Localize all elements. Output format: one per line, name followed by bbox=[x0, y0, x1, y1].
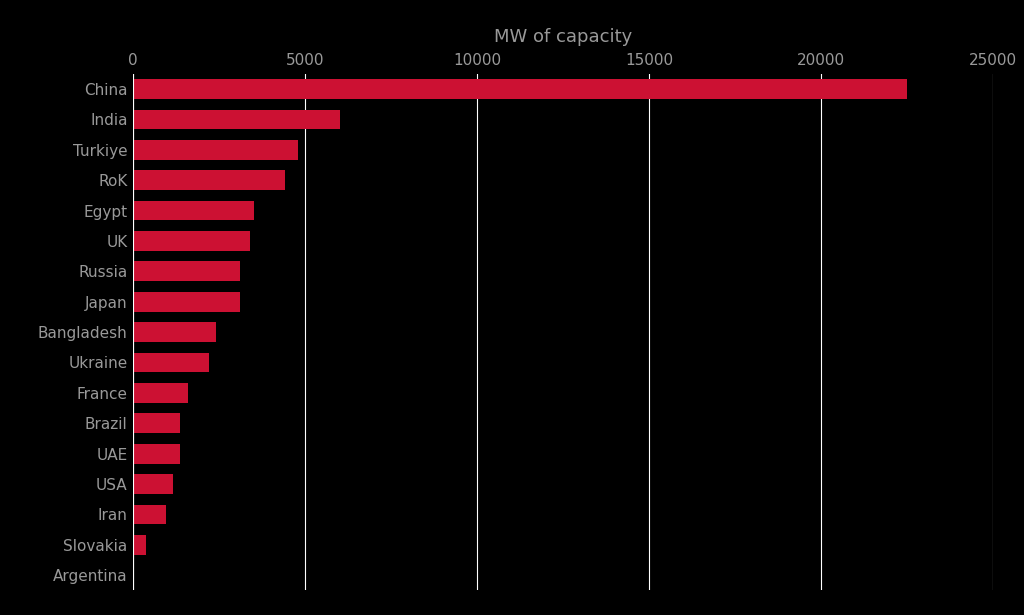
Bar bbox=[133, 322, 216, 342]
Bar bbox=[133, 170, 285, 190]
Bar bbox=[133, 292, 240, 312]
Bar bbox=[133, 352, 209, 372]
Bar bbox=[133, 535, 146, 555]
Bar bbox=[133, 79, 907, 99]
Bar bbox=[133, 231, 250, 251]
Bar bbox=[133, 200, 254, 220]
Bar bbox=[133, 444, 179, 464]
Bar bbox=[133, 140, 298, 160]
Bar bbox=[133, 383, 188, 403]
Bar bbox=[133, 109, 340, 129]
X-axis label: MW of capacity: MW of capacity bbox=[494, 28, 633, 46]
Bar bbox=[133, 474, 173, 494]
Bar bbox=[133, 413, 179, 433]
Bar bbox=[133, 504, 166, 525]
Bar bbox=[133, 261, 240, 281]
